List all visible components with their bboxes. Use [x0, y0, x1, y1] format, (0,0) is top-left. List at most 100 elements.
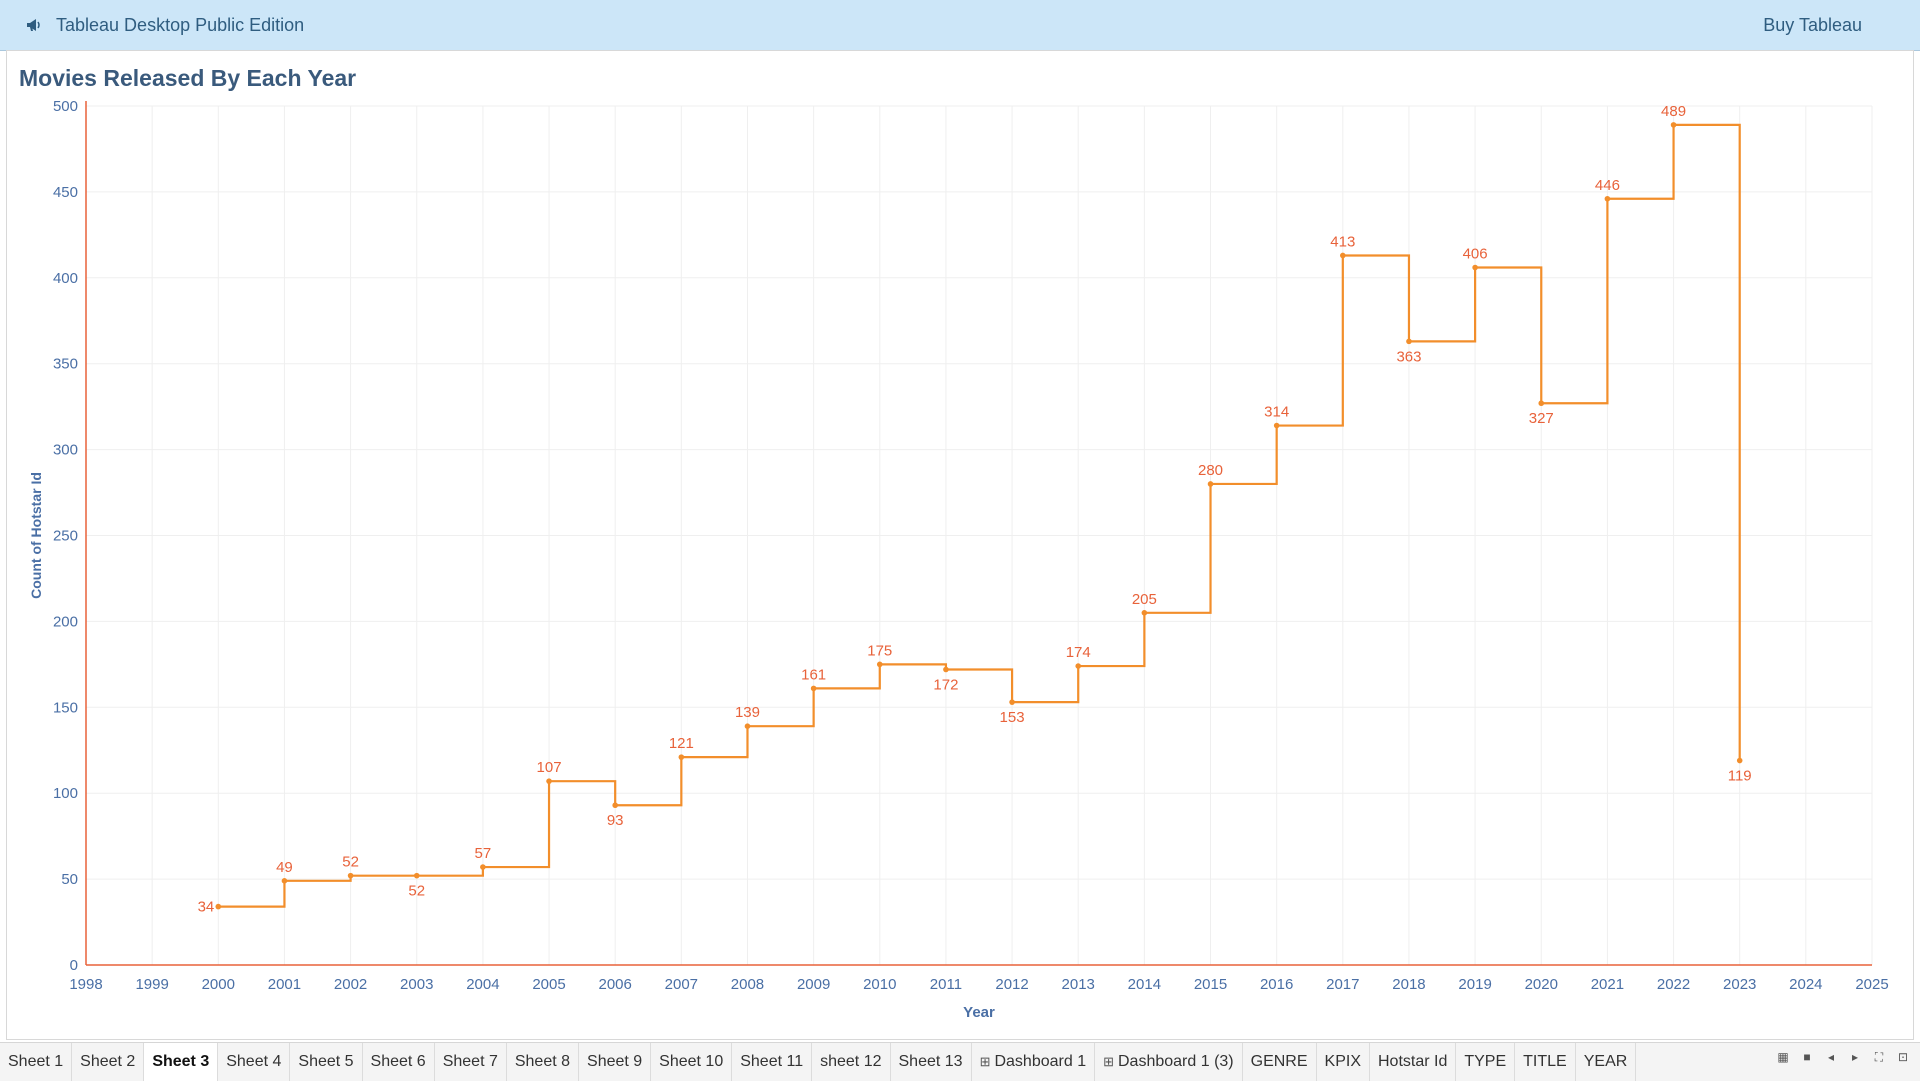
sheet-tab-label: Hotstar Id [1378, 1053, 1448, 1070]
top-bar: Tableau Desktop Public Edition Buy Table… [0, 0, 1920, 51]
data-label: 49 [276, 859, 293, 876]
y-tick-label: 100 [53, 785, 78, 802]
data-label: 52 [342, 854, 359, 871]
data-point [1141, 610, 1148, 616]
data-label: 107 [537, 759, 562, 776]
sheet-tab[interactable]: TYPE [1456, 1043, 1516, 1081]
sheet-tab-label: Dashboard 1 [994, 1053, 1087, 1070]
y-tick-label: 50 [61, 871, 78, 888]
data-point [1406, 338, 1412, 345]
data-label: 175 [867, 642, 892, 659]
sheet-tab-label: KPIX [1324, 1053, 1361, 1070]
sheet-tab[interactable]: ⊞ Dashboard 1 [972, 1043, 1096, 1081]
sheet-tab[interactable]: Sheet 6 [363, 1043, 435, 1081]
buy-tableau-link[interactable]: Buy Tableau [1763, 14, 1862, 35]
sheet-tab[interactable]: Sheet 7 [435, 1043, 507, 1081]
megaphone-icon [27, 19, 40, 31]
x-tick-label: 2004 [466, 976, 499, 993]
x-tick-label: 2003 [400, 976, 433, 993]
x-tick-label: 1998 [69, 976, 102, 993]
sheet-tab[interactable]: Sheet 11 [732, 1043, 813, 1081]
sheet-tab[interactable]: Hotstar Id [1370, 1043, 1457, 1081]
data-label: 34 [198, 899, 215, 916]
sheet-tab[interactable]: sheet 12 [812, 1043, 891, 1081]
sheet-tab[interactable]: Sheet 8 [507, 1043, 580, 1081]
sheet-tab-label: Sheet 6 [370, 1053, 426, 1070]
sheet-tab[interactable]: Sheet 9 [579, 1043, 652, 1081]
data-label: 205 [1132, 591, 1157, 608]
data-point [1009, 699, 1015, 705]
y-axis-title: Count of Hotstar Id [28, 472, 44, 599]
y-tick-label: 200 [53, 613, 78, 630]
data-point [810, 685, 817, 692]
data-point [546, 778, 552, 784]
sheet-tab[interactable]: KPIX [1317, 1043, 1370, 1081]
data-point [480, 864, 486, 870]
data-point [678, 754, 685, 760]
data-label: 489 [1661, 103, 1686, 120]
sheet-tab[interactable]: ⊞ Dashboard 1 (3) [1095, 1043, 1243, 1081]
data-label: 406 [1463, 245, 1488, 262]
y-tick-label: 250 [53, 528, 78, 545]
sheet-tab-label: TITLE [1523, 1053, 1567, 1070]
x-tick-label: 2002 [334, 976, 367, 993]
data-label: 121 [669, 735, 694, 752]
data-point [1075, 663, 1082, 669]
sheet-tab-label: Sheet 2 [80, 1053, 136, 1070]
data-point [943, 666, 949, 673]
data-point [347, 872, 354, 879]
x-tick-label: 2023 [1723, 976, 1756, 993]
sheet-tab-label: Sheet 9 [587, 1053, 643, 1070]
sheet-tab[interactable]: YEAR [1576, 1043, 1637, 1081]
data-point [1273, 422, 1280, 429]
sheet-tab-label: Sheet 7 [442, 1053, 498, 1070]
data-label: 119 [1728, 768, 1752, 785]
next-sheet-icon[interactable]: ▸ [1851, 1050, 1859, 1064]
navigation-controls: ▦ ■ ◂ ▸ ⛶ ⊡ [1776, 1049, 1910, 1065]
prev-sheet-icon[interactable]: ◂ [1827, 1050, 1835, 1064]
data-point [1670, 122, 1677, 128]
y-tick-label: 0 [70, 957, 78, 974]
x-tick-label: 2018 [1392, 976, 1425, 993]
data-point [1604, 195, 1611, 202]
x-tick-label: 2025 [1855, 976, 1888, 993]
sheet-tab[interactable]: Sheet 5 [290, 1043, 363, 1081]
dashboard-icon: ⊞ [1103, 1054, 1114, 1069]
x-tick-label: 2015 [1194, 976, 1227, 993]
sheet-tab[interactable]: Sheet 10 [651, 1043, 733, 1081]
data-label: 446 [1595, 177, 1620, 194]
sheet-tab-label: Sheet 4 [226, 1053, 282, 1070]
sheet-tab[interactable]: TITLE [1515, 1043, 1576, 1081]
data-label: 314 [1264, 404, 1289, 421]
data-point [1340, 252, 1346, 259]
x-tick-label: 2016 [1260, 976, 1293, 993]
present-icon[interactable]: ⊡ [1897, 1050, 1909, 1064]
x-tick-label: 1999 [135, 976, 168, 993]
x-tick-label: 2009 [797, 976, 830, 993]
grid-view-icon[interactable]: ▦ [1777, 1050, 1789, 1064]
x-tick-label: 2000 [202, 976, 235, 993]
data-point [1736, 757, 1743, 764]
data-point [876, 661, 883, 668]
x-tick-label: 2014 [1128, 976, 1161, 993]
sheet-tab[interactable]: Sheet 2 [72, 1043, 145, 1081]
sheet-tab[interactable]: Sheet 4 [218, 1043, 291, 1081]
sheet-tab[interactable]: Sheet 1 [0, 1043, 73, 1081]
x-tick-label: 2022 [1657, 976, 1690, 993]
sheet-tab[interactable]: GENRE [1243, 1043, 1317, 1081]
data-label: 161 [801, 666, 826, 683]
sheet-tab-label: Dashboard 1 (3) [1118, 1053, 1234, 1070]
sheet-tab-label: YEAR [1583, 1053, 1628, 1070]
filmstrip-icon[interactable]: ■ [1803, 1050, 1811, 1064]
x-tick-label: 2001 [268, 976, 301, 993]
sheet-tab[interactable]: Sheet 13 [891, 1043, 972, 1081]
sheet-tab-label: Sheet 5 [298, 1053, 354, 1070]
sheet-tab[interactable]: Sheet 3 [144, 1043, 219, 1081]
y-tick-label: 450 [53, 184, 78, 201]
sheet-tab-label: Sheet 1 [8, 1053, 64, 1070]
y-tick-label: 350 [53, 356, 78, 373]
sheet-tab-label: Sheet 10 [659, 1053, 724, 1070]
x-tick-label: 2020 [1525, 976, 1558, 993]
fullscreen-icon[interactable]: ⛶ [1874, 1049, 1884, 1064]
sheet-tab-label: Sheet 3 [152, 1053, 210, 1070]
